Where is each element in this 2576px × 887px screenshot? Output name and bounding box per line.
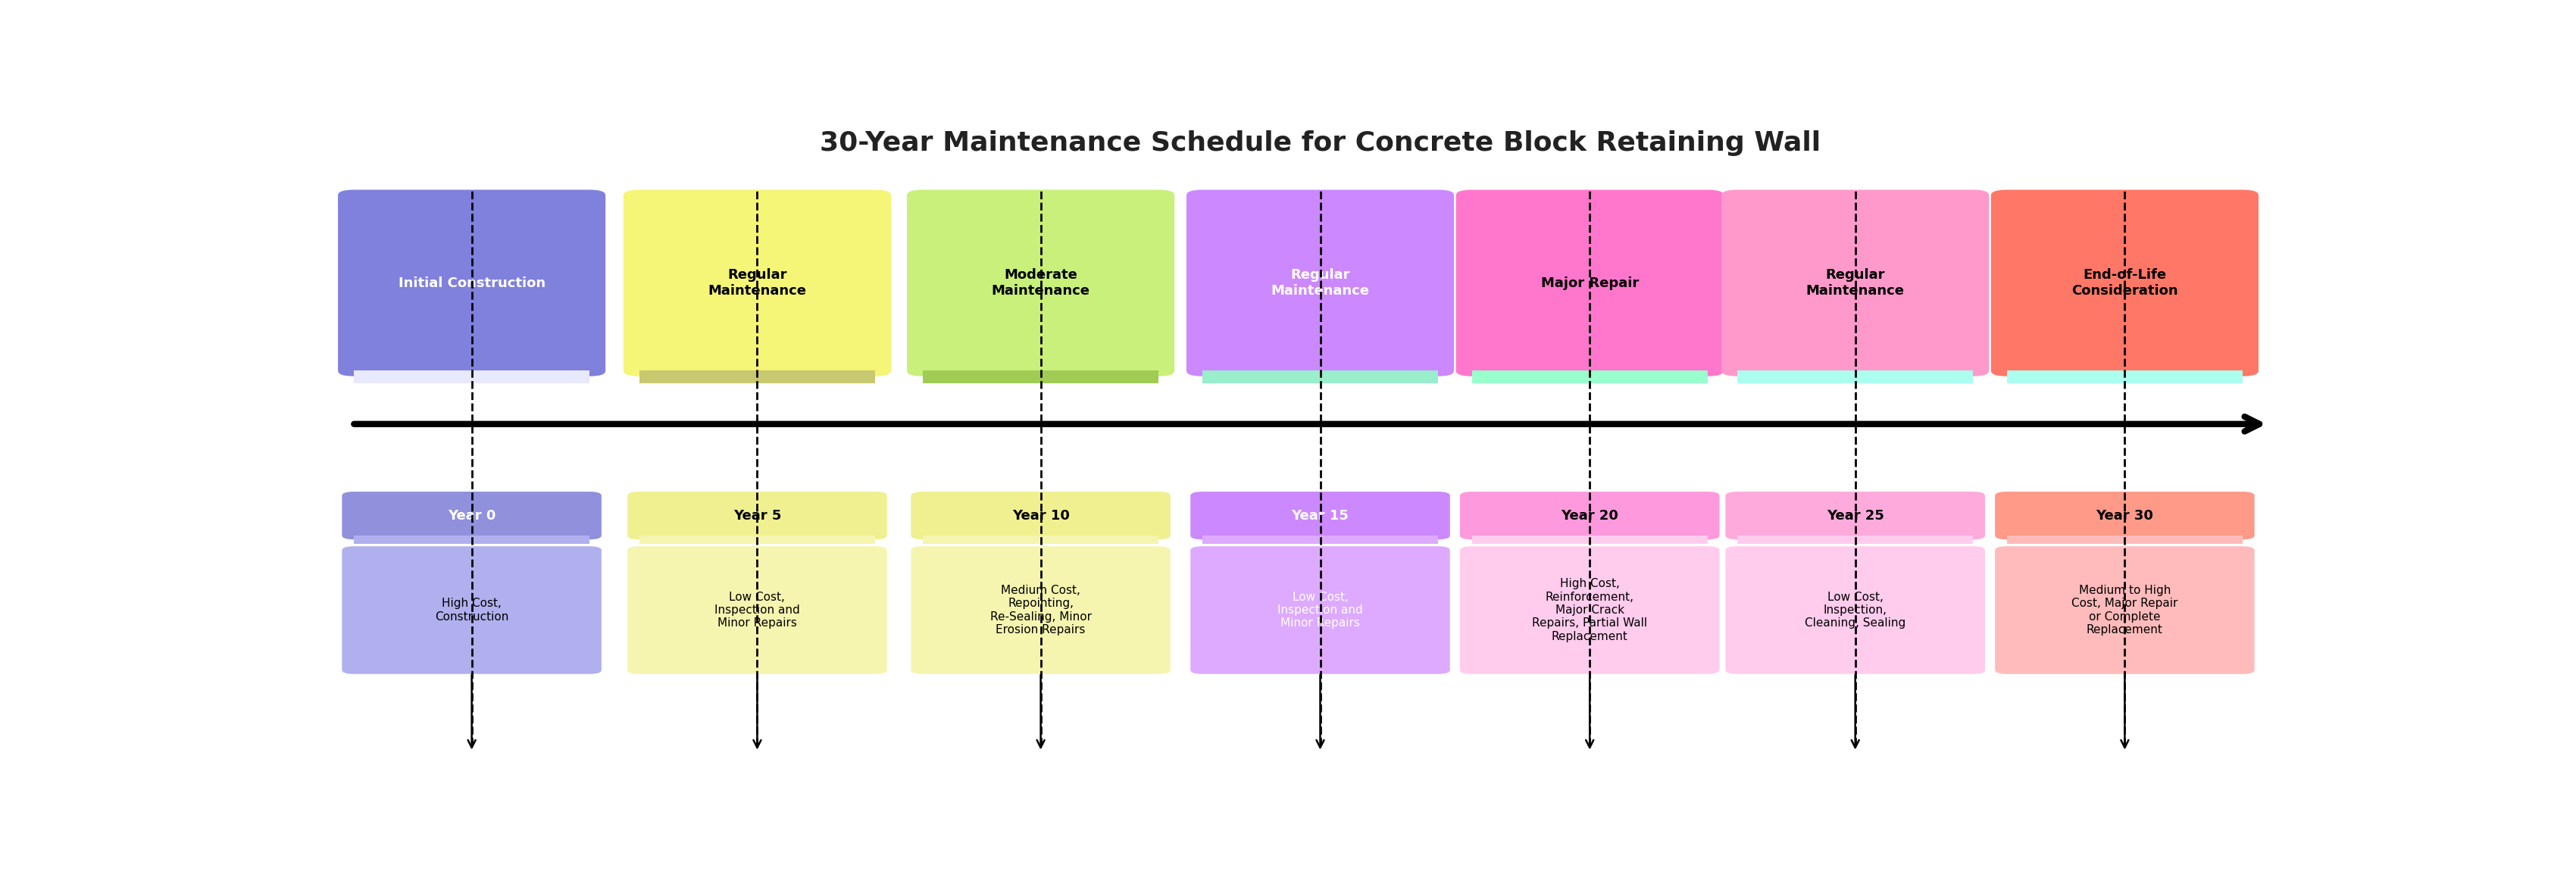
Text: Year 20: Year 20 — [1561, 509, 1618, 522]
Text: Medium Cost,
Repointing,
Re-Sealing, Minor
Erosion Repairs: Medium Cost, Repointing, Re-Sealing, Min… — [989, 585, 1092, 636]
Bar — [1736, 371, 1973, 383]
Bar — [1203, 371, 1437, 383]
FancyBboxPatch shape — [1190, 546, 1450, 674]
Bar — [1736, 536, 1973, 544]
FancyBboxPatch shape — [912, 546, 1170, 674]
FancyBboxPatch shape — [343, 491, 603, 539]
FancyBboxPatch shape — [912, 491, 1170, 539]
Bar — [922, 536, 1159, 544]
FancyBboxPatch shape — [1994, 491, 2254, 539]
Bar — [639, 371, 876, 383]
Text: Low Cost,
Inspection,
Cleaning, Sealing: Low Cost, Inspection, Cleaning, Sealing — [1806, 592, 1906, 629]
FancyBboxPatch shape — [1991, 190, 2259, 376]
Bar — [1471, 371, 1708, 383]
FancyBboxPatch shape — [337, 190, 605, 376]
Text: Year 5: Year 5 — [734, 509, 781, 522]
Text: Regular
Maintenance: Regular Maintenance — [1270, 268, 1370, 298]
Text: High Cost,
Construction: High Cost, Construction — [435, 598, 507, 623]
FancyBboxPatch shape — [1190, 491, 1450, 539]
Text: Year 25: Year 25 — [1826, 509, 1883, 522]
Bar — [1203, 536, 1437, 544]
Text: Regular
Maintenance: Regular Maintenance — [708, 268, 806, 298]
Bar — [1471, 536, 1708, 544]
FancyBboxPatch shape — [1188, 190, 1453, 376]
FancyBboxPatch shape — [343, 546, 603, 674]
FancyBboxPatch shape — [629, 546, 886, 674]
Text: 30-Year Maintenance Schedule for Concrete Block Retaining Wall: 30-Year Maintenance Schedule for Concret… — [819, 130, 1821, 156]
Text: Medium to High
Cost, Major Repair
or Complete
Replacement: Medium to High Cost, Major Repair or Com… — [2071, 585, 2177, 636]
Text: Low Cost,
Inspection and
Minor Repairs: Low Cost, Inspection and Minor Repairs — [1278, 592, 1363, 629]
FancyBboxPatch shape — [1455, 190, 1723, 376]
FancyBboxPatch shape — [1461, 546, 1721, 674]
FancyBboxPatch shape — [1461, 491, 1721, 539]
Text: Major Repair: Major Repair — [1540, 276, 1638, 290]
Text: Year 15: Year 15 — [1291, 509, 1350, 522]
FancyBboxPatch shape — [907, 190, 1175, 376]
Bar — [353, 536, 590, 544]
Bar — [2007, 371, 2244, 383]
Text: Low Cost,
Inspection and
Minor Repairs: Low Cost, Inspection and Minor Repairs — [714, 592, 801, 629]
FancyBboxPatch shape — [623, 190, 891, 376]
Text: High Cost,
Reinforcement,
Major Crack
Repairs, Partial Wall
Replacement: High Cost, Reinforcement, Major Crack Re… — [1533, 578, 1646, 642]
Bar — [353, 371, 590, 383]
Text: End-of-Life
Consideration: End-of-Life Consideration — [2071, 268, 2179, 298]
Bar — [922, 371, 1159, 383]
Text: Year 0: Year 0 — [448, 509, 495, 522]
Bar — [639, 536, 876, 544]
FancyBboxPatch shape — [1726, 491, 1986, 539]
FancyBboxPatch shape — [629, 491, 886, 539]
Text: Initial Construction: Initial Construction — [399, 276, 546, 290]
Text: Year 30: Year 30 — [2097, 509, 2154, 522]
Text: Year 10: Year 10 — [1012, 509, 1069, 522]
Text: Moderate
Maintenance: Moderate Maintenance — [992, 268, 1090, 298]
FancyBboxPatch shape — [1721, 190, 1989, 376]
Text: Regular
Maintenance: Regular Maintenance — [1806, 268, 1904, 298]
FancyBboxPatch shape — [1726, 546, 1986, 674]
FancyBboxPatch shape — [1994, 546, 2254, 674]
Bar — [2007, 536, 2244, 544]
